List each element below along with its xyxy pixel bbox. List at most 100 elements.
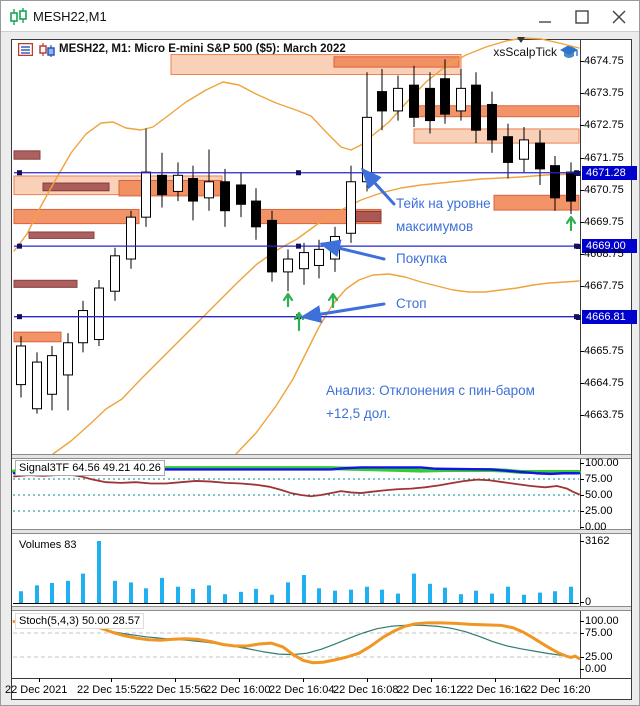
maximize-button[interactable] xyxy=(568,6,596,29)
title-bar[interactable]: MESH22,M1 xyxy=(1,1,639,32)
time-axis-tick xyxy=(367,678,368,682)
signal-axis-tick xyxy=(580,511,584,512)
volume-axis-tick xyxy=(580,541,584,542)
volume-bar xyxy=(254,588,258,603)
price-axis-tick xyxy=(580,222,584,223)
supply-demand-zone xyxy=(13,208,140,225)
supply-demand-zone xyxy=(13,331,62,343)
candle-body xyxy=(251,200,261,228)
candle-body xyxy=(220,181,230,212)
annotation-take-line2[interactable]: максимумов xyxy=(396,219,474,234)
volume-axis-tick xyxy=(580,602,584,603)
stoch-main-line xyxy=(12,619,581,665)
green-up-arrow xyxy=(327,292,339,309)
volume-bar xyxy=(81,573,85,603)
panel-splitter[interactable] xyxy=(12,454,631,459)
stoch-axis-tick xyxy=(580,633,584,634)
stoch-axis-label: 75.00 xyxy=(585,627,613,639)
price-axis-tick xyxy=(580,189,584,191)
price-axis-separator xyxy=(580,40,581,679)
candle-body xyxy=(157,174,167,196)
candle-body xyxy=(63,342,73,376)
quotes-list-icon[interactable] xyxy=(18,43,33,56)
supply-demand-zone xyxy=(13,279,78,288)
volume-bar xyxy=(97,541,101,603)
volume-bar xyxy=(50,583,54,603)
candle-body xyxy=(283,258,293,273)
price-axis-label: 4665.75 xyxy=(584,344,624,357)
signal3tf-label: Signal3TF 64.56 49.21 40.26 xyxy=(15,460,165,476)
volume-axis-label: 3162 xyxy=(585,535,610,547)
panel-splitter[interactable] xyxy=(12,529,631,534)
price-badge: 4671.28 xyxy=(582,166,637,180)
candle-body xyxy=(32,361,42,410)
minimize-button[interactable] xyxy=(531,6,559,29)
signal-axis-label: 100.00 xyxy=(585,457,619,469)
band-line-lower xyxy=(235,273,580,455)
volume-bar xyxy=(286,582,290,603)
volume-bar xyxy=(443,587,447,603)
volumes-panel[interactable] xyxy=(13,533,580,606)
candle-body xyxy=(535,142,545,170)
badge-anchor xyxy=(576,314,581,320)
volume-bar xyxy=(144,588,148,603)
close-button[interactable] xyxy=(605,6,633,29)
band-line-middle xyxy=(52,173,580,455)
signal-axis-label: 75.00 xyxy=(585,473,613,485)
signal-axis-tick xyxy=(580,463,584,464)
candle-body xyxy=(78,310,88,344)
badge-anchor xyxy=(576,170,581,176)
time-axis-label: 22 Dec 16:08 xyxy=(333,684,399,696)
time-axis-label: 22 Dec 15:56 xyxy=(141,684,207,696)
volume-bar xyxy=(569,586,573,603)
candle-body xyxy=(94,287,104,341)
volume-bar xyxy=(349,589,353,603)
volume-bar xyxy=(191,588,195,603)
annotation-analysis-line1[interactable]: Анализ: Отклонения с пин-баром xyxy=(326,383,535,398)
volumes-label: Volumes 83 xyxy=(15,537,81,553)
volume-bar xyxy=(396,593,400,603)
annotation-stop[interactable]: Стоп xyxy=(396,296,427,311)
band-line-upper xyxy=(13,37,580,252)
stoch-axis-tick xyxy=(580,657,584,658)
signal-axis-label: 50.00 xyxy=(585,489,613,501)
main-chart-canvas[interactable] xyxy=(13,37,580,455)
supply-demand-zone xyxy=(42,182,110,192)
candle-body xyxy=(47,355,57,395)
price-axis-label: 4668.75 xyxy=(584,248,624,261)
candle-body xyxy=(456,87,466,112)
panel-splitter[interactable] xyxy=(12,606,631,611)
candle-chart-icon[interactable] xyxy=(39,43,55,57)
line-handle xyxy=(17,243,22,249)
annotation-analysis-line2[interactable]: +12,5 дол. xyxy=(326,406,391,421)
candle-body xyxy=(299,252,309,270)
signal-axis-tick xyxy=(580,527,584,528)
time-axis-label: 22 Dec 15:52 xyxy=(77,684,143,696)
annotation-buy[interactable]: Покупка xyxy=(396,251,448,266)
stoch-axis-tick xyxy=(580,621,584,622)
candle-body xyxy=(346,181,356,234)
price-axis-tick xyxy=(580,383,584,384)
volume-bar xyxy=(380,589,384,603)
annotation-arrow xyxy=(360,167,396,206)
time-axis-tick xyxy=(39,678,40,682)
volume-bar xyxy=(365,586,369,603)
signal-axis-label: 0.00 xyxy=(585,521,607,533)
signal-axis-tick xyxy=(580,495,584,496)
price-axis-tick xyxy=(580,350,584,352)
volume-bar xyxy=(522,594,526,603)
candle-body xyxy=(173,174,183,192)
candle-body xyxy=(204,181,214,199)
time-axis-tick xyxy=(559,678,560,682)
supply-demand-zone xyxy=(13,150,41,160)
time-axis-tick xyxy=(111,678,112,682)
stochastic-panel[interactable] xyxy=(12,610,581,677)
time-axis-label: 22 Dec 16:12 xyxy=(397,684,463,696)
volume-bar xyxy=(474,590,478,603)
signal-red-line xyxy=(13,473,580,498)
volume-bar xyxy=(129,582,133,603)
volume-bar xyxy=(207,585,211,603)
time-axis-border xyxy=(12,678,631,679)
volume-bar xyxy=(553,591,557,603)
annotation-take-line1[interactable]: Тейк на уровне xyxy=(396,196,491,211)
